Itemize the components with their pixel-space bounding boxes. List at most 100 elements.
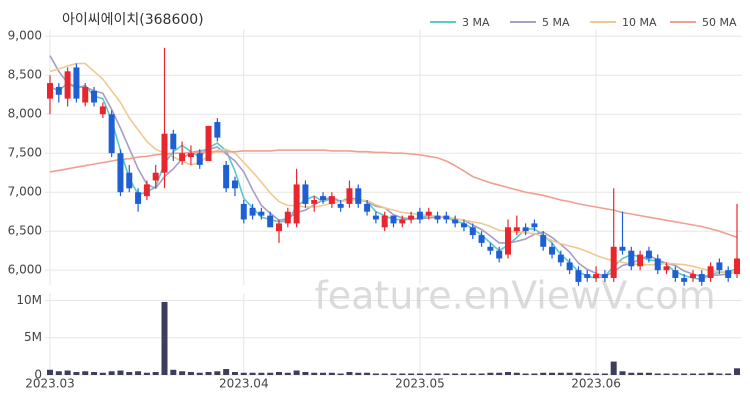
candle-body: [143, 184, 150, 197]
volume-bar: [487, 372, 494, 375]
volume-bar: [346, 372, 353, 375]
volume-bar: [47, 369, 53, 375]
chart-title: 아이씨에이치(368600): [62, 12, 204, 28]
candle-body: [293, 184, 300, 224]
volume-bar: [179, 371, 186, 375]
y-tick-label: 10M: [16, 293, 42, 307]
legend-label: 3 MA: [462, 16, 490, 29]
candle-body: [434, 215, 441, 220]
volume-bar: [320, 372, 327, 375]
legend-label: 50 MA: [702, 16, 737, 29]
volume-bar: [117, 370, 124, 375]
candle-body: [399, 219, 406, 224]
candle-body: [628, 250, 635, 267]
y-tick-label: 6,000: [8, 263, 42, 277]
volume-bar: [716, 373, 723, 375]
volume-bar: [681, 373, 688, 375]
volume-bar: [443, 373, 450, 375]
candle-body: [672, 270, 679, 278]
volume-bar: [628, 372, 635, 375]
volume-bar: [170, 369, 177, 375]
candle-body: [311, 200, 318, 204]
volume-bar: [337, 373, 344, 375]
candle-body: [425, 211, 432, 216]
y-tick-label: 8,000: [8, 107, 42, 121]
volume-bar: [108, 371, 115, 375]
y-tick-label: 6,500: [8, 224, 42, 238]
y-tick-label: 9,000: [8, 29, 42, 43]
volume-bar: [610, 361, 617, 375]
volume-bar: [187, 372, 194, 375]
candle-body: [619, 246, 626, 251]
volume-bar: [91, 372, 98, 375]
candle-body: [161, 133, 168, 173]
candle-body: [196, 153, 203, 165]
y-tick-label: 5M: [24, 330, 42, 344]
candle-body: [249, 207, 256, 216]
legend-label: 10 MA: [622, 16, 657, 29]
x-tick-label: 2023.06: [571, 377, 621, 391]
volume-bar: [707, 372, 714, 375]
volume-bar: [416, 373, 423, 375]
candle-body: [416, 211, 423, 220]
y-tick-label: 7,000: [8, 185, 42, 199]
volume-bar: [372, 373, 379, 375]
volume-bar: [496, 372, 503, 375]
candle-body: [408, 215, 415, 220]
volume-bar: [205, 372, 212, 375]
volume-bar: [258, 372, 265, 375]
volume-bar: [689, 373, 696, 375]
candle-body: [443, 215, 450, 220]
candle-body: [302, 184, 309, 204]
volume-bar: [135, 371, 142, 375]
x-tick-label: 2023.05: [395, 377, 445, 391]
volume-bar: [267, 372, 274, 375]
candle-body: [637, 254, 644, 267]
candle-body: [55, 86, 62, 95]
candle-body: [469, 227, 476, 236]
volume-bar: [434, 373, 441, 375]
candle-body: [328, 196, 335, 204]
candle-body: [179, 153, 186, 162]
volume-bar: [672, 373, 679, 375]
candle-body: [522, 227, 529, 232]
candle-body: [240, 203, 247, 220]
volume-bar: [557, 372, 564, 375]
candle-body: [135, 192, 142, 204]
candle-body: [170, 133, 177, 150]
y-tick-label: 8,500: [8, 68, 42, 82]
candle-body: [707, 266, 714, 278]
candle-body: [654, 258, 661, 271]
candle-body: [610, 246, 617, 278]
candle-body: [575, 270, 582, 282]
candle-body: [645, 250, 652, 259]
volume-bar: [240, 372, 247, 375]
volume-bar: [82, 371, 89, 375]
candle-body: [152, 172, 159, 181]
candle-body: [117, 153, 124, 193]
volume-bar: [601, 373, 608, 375]
candle-body: [734, 258, 740, 275]
volume-bar: [302, 372, 309, 375]
candle-body: [540, 235, 547, 247]
volume-bar: [531, 373, 538, 375]
candle-body: [478, 235, 485, 243]
volume-bar: [408, 373, 415, 375]
x-tick-label: 2023.03: [25, 377, 75, 391]
volume-bar: [593, 373, 600, 375]
candle-body: [487, 246, 494, 251]
candle-body: [698, 274, 705, 282]
candle-body: [284, 211, 291, 224]
volume-bar: [663, 373, 670, 375]
x-tick-label: 2023.04: [219, 377, 269, 391]
candle-body: [364, 203, 371, 212]
volume-bar: [654, 373, 661, 375]
candle-body: [337, 203, 344, 208]
candle-body: [346, 188, 353, 204]
volume-bar: [637, 372, 644, 375]
candle-body: [557, 254, 564, 263]
volume-bar: [478, 373, 485, 375]
candle-body: [64, 71, 71, 99]
volume-bar: [64, 370, 71, 375]
